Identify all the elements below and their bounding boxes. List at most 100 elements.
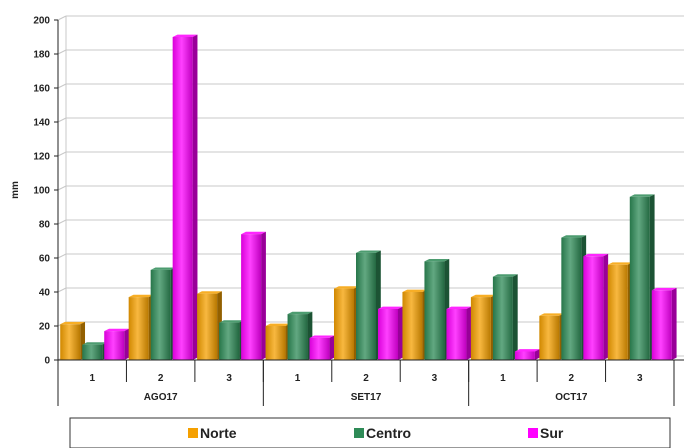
bar-top-face [82,342,108,345]
bar-front-face [402,292,423,360]
bar-top-face [128,294,154,298]
y-tick-label: 180 [33,50,50,61]
bar-centro [150,267,176,360]
legend-swatch-norte [188,428,198,438]
x-tick-label: 3 [226,373,232,384]
bar-side-face [124,328,130,360]
bar-side-face [534,349,540,360]
bar-side-face [603,253,609,360]
bar-top-face [539,313,565,316]
bar-sur [241,231,266,360]
bar-top-face [402,289,428,292]
bar-norte [402,289,428,360]
bar-sur [172,34,198,360]
gridline-depth [57,117,67,123]
gridline-depth [57,287,67,293]
bar-front-face [60,324,81,360]
bar-norte [197,291,222,360]
legend-label-sur: Sur [540,425,564,441]
bar-top-face [629,194,655,197]
bar-front-face [539,315,560,360]
y-tick-label: 120 [33,152,50,163]
gridline-depth [57,253,67,259]
y-axis-title: mm [10,181,21,199]
bar-top-face [424,259,450,262]
legend-box [69,417,671,448]
y-tick-label: 200 [33,16,50,27]
bar-front-face [446,309,467,360]
bar-front-face [629,196,650,360]
bar-norte [334,286,359,360]
bar-front-face [82,344,103,360]
bar-norte [265,323,291,360]
y-tick-label: 0 [44,356,50,367]
x-tick-label: 1 [89,373,95,384]
x-group-label: AGO17 [144,392,178,403]
bar-top-face [60,321,86,325]
bar-front-face [219,322,240,360]
bar-top-face [219,320,244,323]
bar-top-face [607,262,633,265]
bar-top-face [309,335,335,338]
bar-front-face [265,326,286,360]
x-tick-label: 2 [569,373,575,384]
bar-sur [446,306,472,360]
bar-sur [104,328,130,360]
x-group-label: SET17 [351,392,382,403]
legend: Norte Centro Sur [69,417,671,448]
bars [60,34,677,360]
bar-front-face [514,351,535,360]
bar-top-face [287,311,313,315]
bar-side-face [671,287,677,360]
bar-front-face [104,331,125,360]
bar-norte [60,321,86,360]
bar-sur [583,253,609,360]
gridline-depth [57,15,67,21]
bar-top-face [470,294,496,298]
bar-front-face [356,252,376,360]
bar-front-face [334,288,354,360]
axes: 0 20 40 60 80 100 120 140 160 180 200 1 2 3 AGO17 1 2 3 SE… [33,16,684,406]
legend-swatch-centro [354,428,364,438]
bar-front-face [197,293,218,360]
bar-top-face [356,250,381,253]
x-tick-label: 2 [363,373,369,384]
bar-top-face [265,323,291,326]
bar-top-face [514,349,540,352]
bar-side-face [329,335,335,360]
bar-front-face [470,297,491,360]
y-tick-label: 40 [39,288,51,299]
bar-sur [378,306,403,360]
bar-top-face [172,34,198,37]
legend-swatch-sur [528,428,538,438]
y-tick-label: 140 [33,118,50,129]
bar-norte [470,294,496,360]
y-tick-label: 160 [33,84,50,95]
bar-centro [561,235,587,360]
bar-top-face [378,306,403,309]
bar-side-face [512,274,518,360]
gridline-depth [57,151,67,157]
bar-side-face [261,231,266,360]
bar-top-face [446,306,472,309]
bar-centro [424,259,450,360]
gridline-depth [57,219,67,225]
bar-side-face [192,34,198,360]
bar-front-face [607,264,628,360]
bar-top-face [197,291,222,294]
bar-top-face [561,235,587,238]
bar-top-face [241,231,266,235]
bar-front-face [424,261,445,360]
x-group-label: OCT17 [555,392,588,403]
legend-label-centro: Centro [366,425,411,441]
bar-front-face [287,314,308,360]
bar-front-face [583,256,604,360]
bar-top-face [150,267,176,270]
gridline-depth [57,49,67,55]
bar-centro [629,194,655,360]
y-tick-label: 60 [39,254,51,265]
bar-norte [128,294,154,360]
bar-centro [82,342,108,360]
x-tick-label: 3 [637,373,643,384]
